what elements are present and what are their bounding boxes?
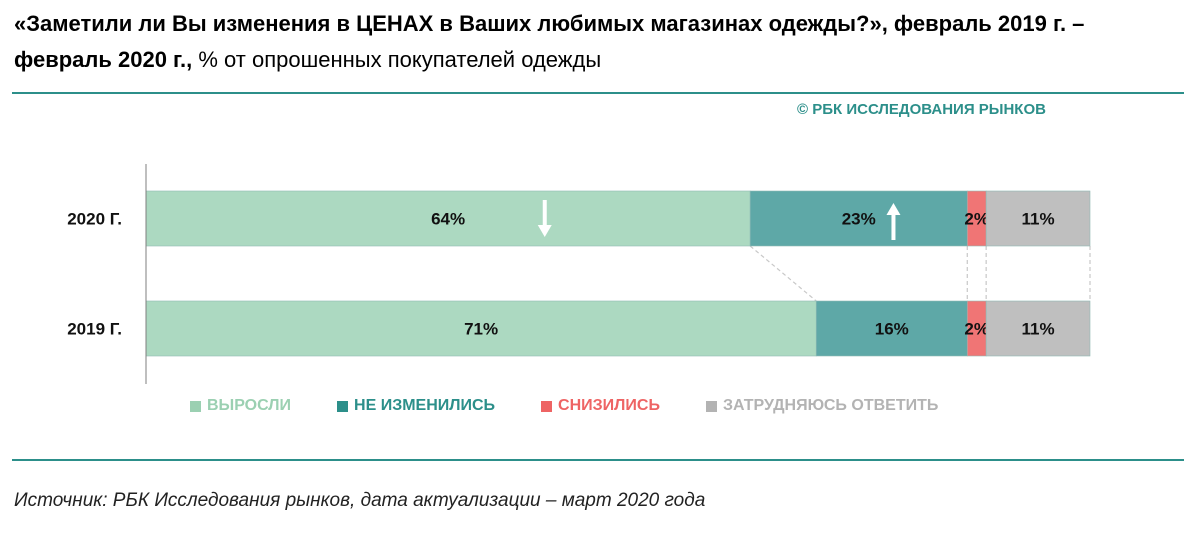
data-label: 64%	[431, 210, 465, 229]
legend-label: ВЫРОСЛИ	[207, 397, 292, 414]
data-label: 11%	[1022, 320, 1055, 339]
data-label: 16%	[875, 320, 909, 339]
copyright-note: © РБК ИССЛЕДОВАНИЯ РЫНКОВ	[797, 101, 1046, 118]
legend-item: ВЫРОСЛИ	[190, 397, 291, 415]
legend-label: НЕ ИЗМЕНИЛИСЬ	[354, 397, 496, 414]
category-label: 2020 Г.	[67, 210, 122, 229]
bottom-divider	[12, 459, 1184, 461]
legend-label: ЗАТРУДНЯЮСЬ ОТВЕТИТЬ	[722, 397, 939, 414]
stacked-bar-chart: 64% 23% 2% 11% 2020 Г. 71% 16% 2% 11% 2019 Г.	[67, 164, 1091, 384]
legend-swatch	[705, 400, 717, 412]
data-label: 23%	[842, 210, 876, 229]
bar-segment	[985, 300, 1091, 357]
connector-line	[749, 245, 817, 302]
arrow-down-icon	[537, 200, 552, 237]
legend-swatch	[337, 400, 349, 412]
bar-segment	[145, 300, 817, 357]
bar-segment	[985, 190, 1091, 247]
data-label: 2%	[964, 210, 989, 229]
legend-label: СНИЗИЛИСЬ	[558, 397, 660, 414]
chart-title: «Заметили ли Вы изменения в ЦЕНАХ в Ваши…	[14, 6, 1184, 78]
arrow-up-icon	[886, 203, 901, 240]
legend-item: НЕ ИЗМЕНИЛИСЬ	[337, 397, 495, 415]
source-note: Источник: РБК Исследования рынков, дата …	[14, 490, 706, 511]
data-label: 2%	[964, 320, 989, 339]
title-regular: % от опрошенных покупателей одежды	[192, 47, 602, 72]
legend: ВЫРОСЛИ НЕ ИЗМЕНИЛИСЬ СНИЗИЛИСЬ ЗАТРУДНЯЮСЬ…	[190, 397, 938, 415]
title-bold: «Заметили ли Вы изменения в ЦЕНАХ в Ваши…	[14, 11, 1085, 72]
top-divider	[12, 92, 1184, 94]
legend-item: ЗАТРУДНЯЮСЬ ОТВЕТИТЬ	[705, 397, 939, 415]
bar-segment	[815, 300, 968, 357]
data-label: 71%	[464, 320, 498, 339]
legend-swatch	[190, 400, 201, 412]
legend-item: СНИЗИЛИСЬ	[541, 397, 660, 415]
bar-segment	[749, 190, 968, 247]
category-label: 2019 Г.	[67, 320, 122, 339]
data-label: 11%	[1022, 210, 1055, 229]
legend-swatch	[541, 400, 553, 412]
